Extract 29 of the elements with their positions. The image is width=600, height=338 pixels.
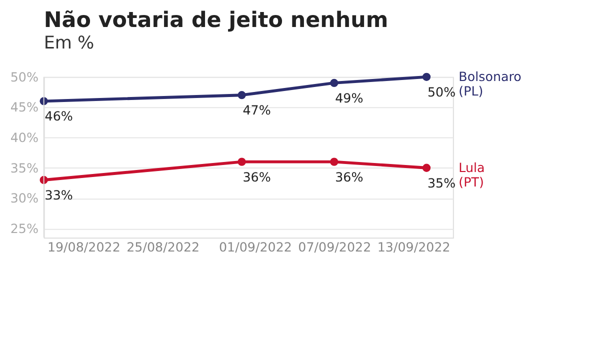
x-tick-label: 01/09/2022 [218, 240, 292, 255]
y-tick-label: 35% [10, 160, 38, 176]
data-label: 49% [335, 90, 364, 106]
data-label: 36% [335, 169, 364, 184]
point [330, 78, 338, 88]
text: Bolsonaro (PL) [458, 68, 522, 98]
y-tick-label: 30% [10, 190, 38, 206]
chart-title: Não votaria de jeito nenhum [44, 8, 388, 34]
text: Lula (PT) [458, 160, 485, 190]
point [422, 164, 431, 172]
data-label: 36% [242, 169, 271, 184]
y-tick-label: 25% [10, 220, 38, 236]
x-tick-label: 13/09/2022 [377, 240, 450, 255]
y-tick-label: 40% [10, 130, 38, 145]
x-tick-label: 07/09/2022 [298, 240, 372, 255]
data-label: 50% [428, 84, 456, 100]
point [330, 158, 338, 166]
data-label: 35% [428, 175, 456, 190]
chart-subtitle: Em % [44, 34, 94, 54]
point [238, 158, 246, 166]
y-tick-label: 45% [10, 100, 38, 115]
x-tick-label: 25/08/2022 [126, 240, 200, 255]
point [422, 72, 431, 81]
data-label: 47% [242, 102, 271, 118]
x-tick-label: 19/08/2022 [47, 240, 120, 255]
data-label: 33% [44, 187, 73, 202]
data-label: 46% [44, 108, 73, 124]
y-tick-label: 50% [10, 69, 38, 84]
point [238, 91, 246, 100]
